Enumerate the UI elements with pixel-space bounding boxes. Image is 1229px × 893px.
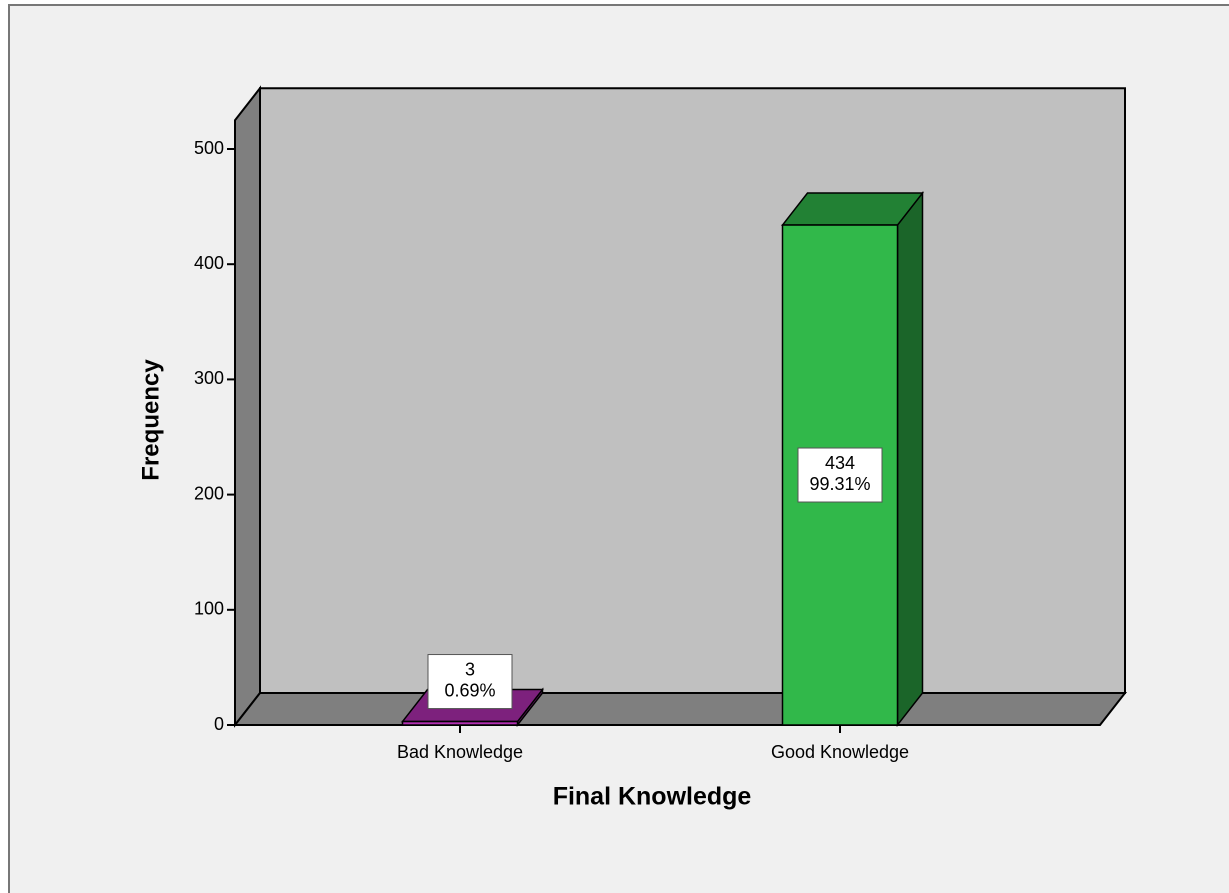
data-label-percent: 0.69% [444,680,495,700]
data-label: 3 [465,659,475,679]
x-axis-label: Final Knowledge [553,783,752,811]
bar-top [780,192,925,226]
y-tick-label: 400 [194,253,224,273]
y-axis-label: Frequency [137,359,164,481]
data-label-box [427,654,513,710]
data-label-percent: 99.31% [809,474,870,494]
side-wall [234,85,261,728]
plot-area: 0 100 200 300 400 500 Bad Knowledge 30.69% Good … [194,85,1128,762]
x-tick-label: Bad Knowledge [397,742,523,762]
data-label: 434 [825,453,855,473]
y-tick-label: 300 [194,368,224,388]
x-tick-label: Good Knowledge [771,742,909,762]
floor [232,692,1128,726]
data-label-box [797,447,883,503]
y-tick-label: 0 [214,714,224,734]
y-tick-label: 100 [194,599,224,619]
y-tick-label: 500 [194,138,224,158]
bar-side [896,190,924,728]
y-tick-label: 200 [194,483,224,503]
back-wall [259,87,1126,694]
bar [401,720,519,726]
